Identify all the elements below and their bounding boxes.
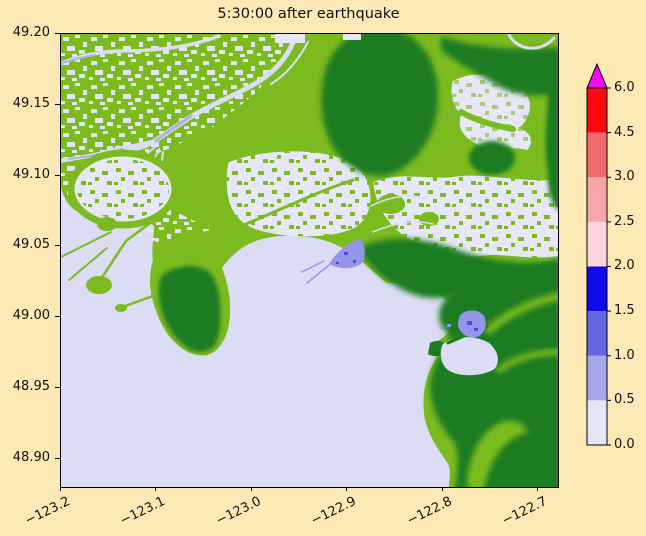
right-edge-upland-strip [545, 85, 558, 210]
x-tick-mark [537, 487, 538, 491]
shore-knob [367, 220, 377, 228]
colorbar-tick-label: 1.5 [614, 303, 635, 318]
colorbar-segment-4.5-6.0 [587, 88, 607, 133]
roberts-bank-causeway [97, 218, 156, 284]
y-tick-mark [55, 245, 60, 246]
fraser-river-system [61, 34, 556, 233]
y-tick-label: 49.10 [12, 167, 50, 182]
colorbar-tick-label: 1.0 [614, 348, 635, 363]
colorbar-segment-1.5-2.0 [587, 266, 607, 312]
northeast-river [507, 34, 556, 50]
y-tick-label: 49.15 [12, 96, 50, 111]
y-tick-mark [55, 458, 60, 459]
north-east-upland [441, 36, 558, 96]
ferry-terminal [115, 304, 127, 312]
y-tick-label: 49.05 [12, 237, 50, 252]
lowland-green-patch [377, 194, 405, 214]
y-tick-mark [55, 175, 60, 176]
lowland-dike-line [239, 178, 355, 228]
nicomekl-river [372, 221, 434, 233]
colorbar-tick-label: 2.0 [614, 258, 635, 273]
shore-knob [358, 228, 370, 238]
roberts-bank-port-terminal [86, 276, 112, 294]
flood-streak [306, 264, 330, 284]
northeast-green-band [458, 109, 516, 132]
jetties [61, 217, 156, 312]
x-tick-label: −123.0 [213, 494, 264, 529]
colorbar-extend-max-triangle [586, 62, 608, 89]
colorbar-segment-0.0-0.5 [587, 400, 607, 445]
fraser-river-tinted-reach [153, 114, 193, 143]
x-tick-mark [60, 487, 61, 491]
flood-deep-speck [344, 252, 348, 255]
y-tick-mark [55, 387, 60, 388]
top-edge-lowland-patch [343, 34, 361, 40]
x-tick-label: −123.2 [22, 494, 73, 529]
delta-shore-knob [97, 217, 117, 231]
tsawwassen-ferry-causeway [123, 294, 155, 308]
x-tick-label: −122.9 [308, 494, 359, 529]
serpentine-river [370, 195, 426, 207]
colorbar-segment-2.0-2.5 [587, 221, 607, 267]
delta-island-speckle [77, 159, 169, 219]
river-valleys-light [467, 292, 558, 487]
x-tick-mark [155, 487, 156, 491]
colorbar-tick-label: 6.0 [614, 80, 635, 95]
colorbar-tick-marks [607, 87, 611, 446]
x-tick-mark [251, 487, 252, 491]
colorbar-tick-label: 0.5 [614, 392, 635, 407]
y-tick-mark [55, 33, 60, 34]
colorbar-tick-label: 3.0 [614, 169, 635, 184]
colorbar [586, 62, 611, 446]
flood-deep-speck [353, 260, 356, 263]
y-tick-label: 48.90 [12, 450, 50, 465]
map-canvas [61, 34, 558, 487]
x-tick-mark [442, 487, 443, 491]
point-roberts-upland-core [158, 265, 221, 352]
side-slough [270, 41, 309, 85]
flood-deep-speck [474, 328, 478, 331]
colorbar-segment-2.5-3.0 [587, 177, 607, 222]
surrey-upland [321, 34, 439, 176]
plot-title: 5:30:00 after earthquake [217, 6, 400, 22]
colorbar-tick-label: 4.5 [614, 125, 635, 140]
x-tick-mark [346, 487, 347, 491]
flood-deep-speck [467, 321, 472, 325]
flood-deep-speck [336, 262, 339, 264]
colorbar-tick-label: 2.5 [614, 214, 635, 229]
flood-speck [447, 324, 451, 327]
east-upland-knob [469, 141, 515, 175]
colorbar-segment-1.0-1.5 [587, 311, 607, 356]
colorbar-segment-0.5-1.0 [587, 355, 607, 401]
steveston-jetty [61, 231, 112, 259]
top-edge-lowland-patch [275, 34, 305, 43]
flood-streak [301, 260, 325, 273]
colorbar-tick-label: 0.0 [614, 437, 635, 452]
y-tick-mark [55, 316, 60, 317]
x-tick-label: −122.7 [499, 494, 550, 529]
y-tick-label: 49.00 [12, 308, 50, 323]
x-tick-label: −122.8 [404, 494, 455, 529]
flood-speck [440, 327, 443, 329]
y-tick-label: 49.20 [12, 25, 50, 40]
colorbar-segment-3.0-4.5 [587, 132, 607, 178]
drayton-harbor [440, 337, 498, 376]
north-arm-tinted-reach [61, 54, 96, 65]
flooded-areas [301, 220, 486, 338]
y-tick-label: 48.95 [12, 379, 50, 394]
y-tick-mark [55, 104, 60, 105]
map-plot-area [60, 33, 559, 488]
x-tick-label: −123.1 [117, 494, 168, 529]
south-jetty [68, 247, 108, 281]
